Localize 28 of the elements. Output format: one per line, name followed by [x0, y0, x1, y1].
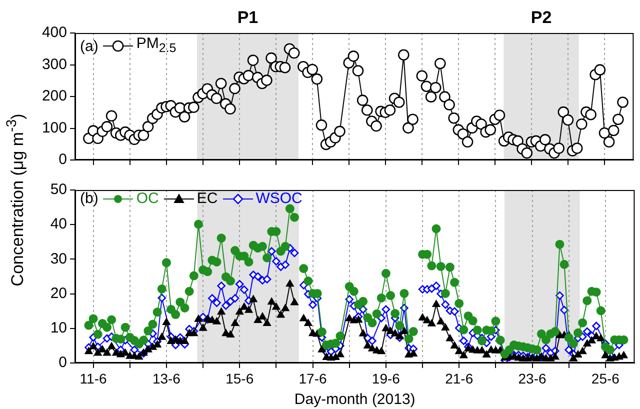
x-tick-label: 19-6 — [372, 370, 400, 386]
y-tick-label: 50 — [50, 181, 67, 198]
annotation: (a) — [80, 38, 98, 54]
x-tick-label: 21-6 — [445, 370, 474, 386]
y-tick-label: 20 — [50, 284, 67, 302]
legend-label: WSOC — [256, 190, 302, 207]
y-tick-label: 100 — [42, 119, 67, 136]
legend-label: EC — [196, 190, 218, 207]
y-tick-label: 400 — [42, 24, 67, 42]
y-tick-label: 0 — [58, 354, 67, 372]
band-label: P1 — [237, 8, 258, 28]
x-tick-label: 13-6 — [152, 370, 181, 386]
y-tick-label: 30 — [50, 250, 67, 268]
y-tick-label: 10 — [50, 320, 67, 337]
x-axis-title: Day-month (2013) — [294, 391, 416, 408]
legend-label: OC — [136, 190, 159, 207]
band-label: P2 — [530, 8, 552, 28]
legend-label: PM$_{2.5}$ — [136, 35, 176, 56]
y-tick-label: 40 — [50, 216, 67, 233]
x-tick-label: 17-6 — [298, 370, 327, 386]
x-tick-label: 25-6 — [591, 370, 620, 386]
y-tick-label: 0 — [58, 151, 67, 168]
y-tick-label: 300 — [42, 56, 67, 73]
y-tick-label: 200 — [42, 88, 67, 105]
annotation: (b) — [80, 190, 98, 207]
x-tick-label: 11-6 — [80, 370, 107, 386]
x-tick-label: 23-6 — [518, 370, 546, 386]
x-tick-label: 15-6 — [226, 370, 254, 386]
